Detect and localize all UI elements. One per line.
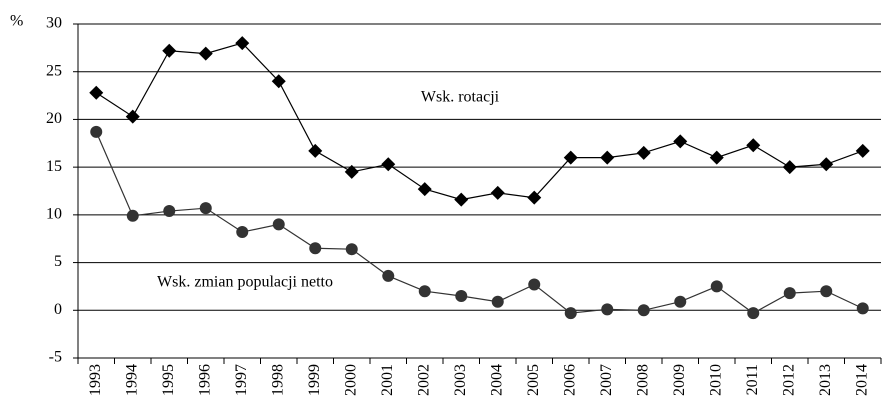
point	[674, 295, 687, 308]
point	[600, 150, 615, 165]
point	[855, 143, 870, 158]
point	[673, 134, 688, 149]
y-tick-label: 15	[46, 158, 62, 175]
y-tick-label: 20	[46, 110, 62, 127]
y-tick-label: 0	[54, 301, 62, 318]
point	[491, 295, 504, 308]
x-tick-label: 1999	[306, 364, 323, 396]
x-tick-label: 2005	[525, 364, 542, 396]
point	[601, 303, 614, 316]
point	[528, 278, 541, 291]
point	[90, 125, 103, 138]
x-tick-label: 1995	[160, 364, 177, 396]
point	[162, 43, 177, 58]
x-tick-label: 1994	[123, 364, 140, 396]
y-tick-label: 30	[46, 15, 62, 32]
y-tick-label: 10	[46, 206, 62, 223]
point	[856, 302, 869, 315]
x-tick-label: 1998	[269, 364, 286, 396]
point	[747, 307, 760, 320]
point	[382, 269, 395, 282]
x-tick-label: 1996	[196, 364, 213, 396]
point	[783, 287, 796, 300]
point	[198, 46, 213, 61]
x-tick-label: 2009	[671, 364, 688, 396]
x-tick-label: 2007	[598, 364, 615, 396]
x-tick-label: 2003	[452, 364, 469, 396]
point	[345, 243, 358, 256]
x-tick-label: 1993	[87, 364, 104, 396]
x-tick-label: 2006	[561, 364, 578, 396]
point	[126, 209, 139, 222]
point	[746, 138, 761, 153]
x-tick-label: 2002	[415, 364, 432, 396]
point	[563, 150, 578, 165]
point	[564, 307, 577, 320]
point	[418, 285, 431, 298]
point	[527, 190, 542, 205]
point	[820, 285, 833, 298]
series-label: Wsk. zmian populacji netto	[157, 274, 333, 291]
x-tick-label: 2000	[342, 364, 359, 396]
x-tick-label: 2014	[853, 364, 870, 396]
y-unit: %	[10, 13, 23, 30]
x-tick-label: 2001	[379, 364, 396, 396]
point	[309, 242, 322, 255]
point	[417, 182, 432, 197]
point	[89, 85, 104, 100]
series-line	[95, 42, 863, 201]
point	[344, 164, 359, 179]
point	[454, 192, 469, 207]
point	[381, 157, 396, 172]
x-tick-label: 2004	[488, 364, 505, 396]
point	[272, 218, 285, 231]
y-tick-label: -5	[49, 349, 62, 366]
series-label: Wsk. rotacji	[421, 89, 500, 106]
point	[235, 36, 250, 51]
point	[490, 185, 505, 200]
point	[782, 160, 797, 175]
x-tick-label: 2013	[817, 364, 834, 396]
y-tick-label: 25	[46, 62, 62, 79]
point	[125, 109, 140, 124]
point	[709, 150, 724, 165]
x-tick-label: 1997	[233, 364, 250, 396]
point	[710, 280, 723, 293]
point	[199, 202, 212, 215]
x-tick-label: 2010	[707, 364, 724, 396]
y-tick-label: 5	[54, 253, 62, 270]
point	[236, 226, 249, 239]
x-tick-label: 2011	[744, 364, 761, 395]
point	[637, 304, 650, 317]
point	[308, 143, 323, 158]
x-tick-label: 2012	[780, 364, 797, 396]
point	[271, 74, 286, 89]
point	[455, 289, 468, 302]
point	[636, 145, 651, 160]
series-line	[95, 131, 864, 314]
point	[163, 205, 176, 218]
point	[819, 157, 834, 172]
x-tick-label: 2008	[634, 364, 651, 396]
